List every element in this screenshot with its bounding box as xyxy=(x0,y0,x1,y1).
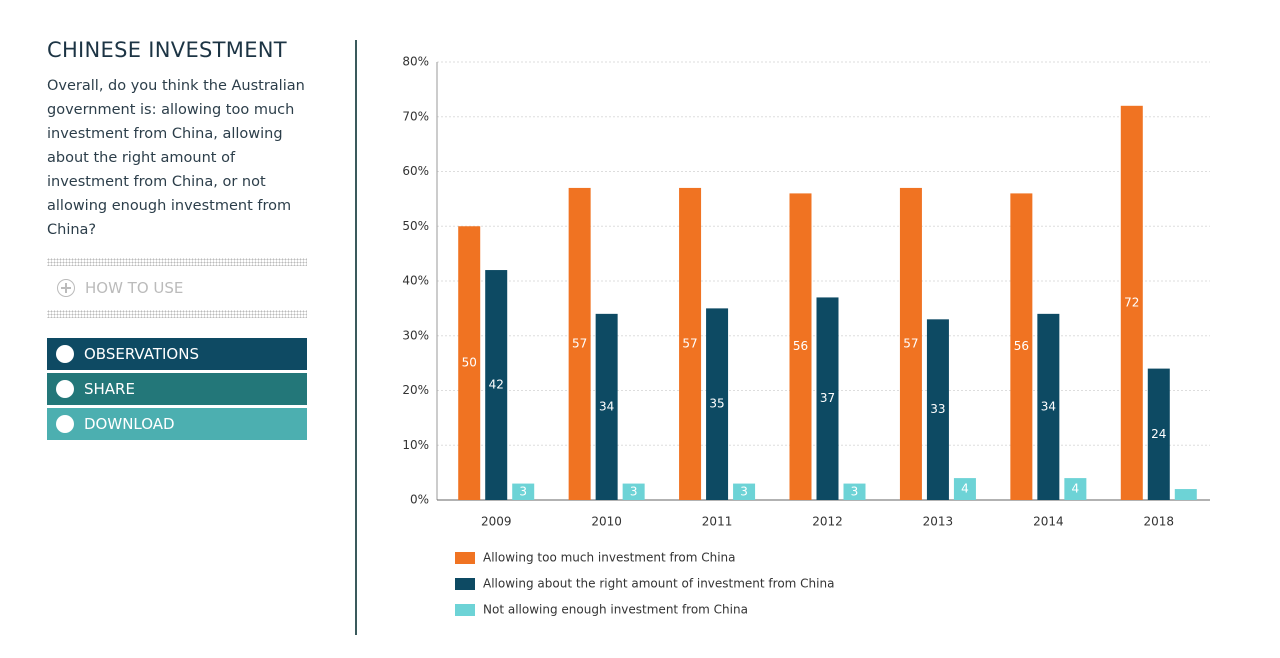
bar xyxy=(1064,478,1087,500)
button-label: DOWNLOAD xyxy=(84,415,175,433)
y-tick-label: 30% xyxy=(402,328,429,342)
separator xyxy=(47,310,307,318)
share-button[interactable]: SHARE xyxy=(47,373,307,405)
y-tick-label: 40% xyxy=(402,274,429,288)
bar xyxy=(1147,368,1170,500)
value-label: 56 xyxy=(1014,339,1029,353)
observations-button[interactable]: OBSERVATIONS xyxy=(47,338,307,370)
icon xyxy=(56,380,74,398)
legend-label: Allowing too much investment from China xyxy=(483,551,736,565)
bar xyxy=(485,270,508,500)
y-tick-label: 50% xyxy=(402,219,429,233)
value-label: 72 xyxy=(1124,295,1139,309)
bar xyxy=(1174,489,1197,500)
value-label: 3 xyxy=(630,484,638,498)
value-label: 3 xyxy=(740,484,748,498)
value-label: 3 xyxy=(851,484,859,498)
how-to-use-label: HOW TO USE xyxy=(85,279,184,297)
bar xyxy=(568,187,591,501)
x-tick-label: 2009 xyxy=(481,515,512,529)
value-label: 35 xyxy=(709,397,724,411)
button-label: SHARE xyxy=(84,380,135,398)
icon xyxy=(56,345,74,363)
x-tick-label: 2014 xyxy=(1033,515,1064,529)
bar xyxy=(1037,313,1060,500)
legend-label: Allowing about the right amount of inves… xyxy=(483,577,834,591)
value-label: 57 xyxy=(682,336,697,350)
bar xyxy=(733,483,756,500)
y-tick-label: 80% xyxy=(402,55,429,69)
y-tick-label: 60% xyxy=(402,164,429,178)
x-tick-label: 2011 xyxy=(702,515,733,529)
legend-swatch xyxy=(455,552,475,564)
value-label: 4 xyxy=(1072,482,1080,496)
value-label: 34 xyxy=(599,399,614,413)
legend-swatch xyxy=(455,578,475,590)
separator xyxy=(47,258,307,266)
value-label: 33 xyxy=(930,402,945,416)
x-tick-label: 2010 xyxy=(591,515,622,529)
value-label: 42 xyxy=(489,378,504,392)
icon xyxy=(56,415,74,433)
bar xyxy=(926,319,949,500)
bar xyxy=(899,187,922,501)
bar xyxy=(595,313,618,500)
download-button[interactable]: DOWNLOAD xyxy=(47,408,307,440)
bar xyxy=(622,483,645,500)
bar xyxy=(816,297,839,500)
bar xyxy=(1120,105,1143,501)
legend-label: Not allowing enough investment from Chin… xyxy=(483,603,748,617)
legend-swatch xyxy=(455,604,475,616)
x-tick-label: 2013 xyxy=(923,515,954,529)
y-tick-label: 20% xyxy=(402,383,429,397)
y-tick-label: 0% xyxy=(410,493,429,507)
y-tick-label: 70% xyxy=(402,109,429,123)
bar xyxy=(953,478,976,500)
bar xyxy=(843,483,866,500)
value-label: 24 xyxy=(1151,427,1166,441)
value-label: 56 xyxy=(793,339,808,353)
question: Overall, do you think the Australian gov… xyxy=(47,78,305,238)
bar xyxy=(512,483,535,500)
value-label: 57 xyxy=(572,336,587,350)
icon xyxy=(57,279,75,297)
x-tick-label: 2018 xyxy=(1144,515,1175,529)
button-label: OBSERVATIONS xyxy=(84,345,199,363)
value-label: 4 xyxy=(961,482,969,496)
bar xyxy=(679,187,702,501)
bar xyxy=(1010,193,1033,500)
sidebar: CHINESE INVESTMENT Overall, do you think… xyxy=(47,38,307,440)
how-to-use[interactable]: HOW TO USE xyxy=(47,266,307,310)
bar xyxy=(706,308,729,500)
value-label: 50 xyxy=(462,356,477,370)
divider xyxy=(355,40,357,635)
value-label: 3 xyxy=(519,484,527,498)
value-label: 37 xyxy=(820,391,835,405)
value-label: 34 xyxy=(1041,399,1056,413)
title: CHINESE INVESTMENT xyxy=(47,38,287,62)
y-tick-label: 10% xyxy=(402,438,429,452)
bar xyxy=(458,226,481,500)
value-label: 57 xyxy=(903,336,918,350)
bar xyxy=(789,193,812,500)
x-tick-label: 2012 xyxy=(812,515,843,529)
